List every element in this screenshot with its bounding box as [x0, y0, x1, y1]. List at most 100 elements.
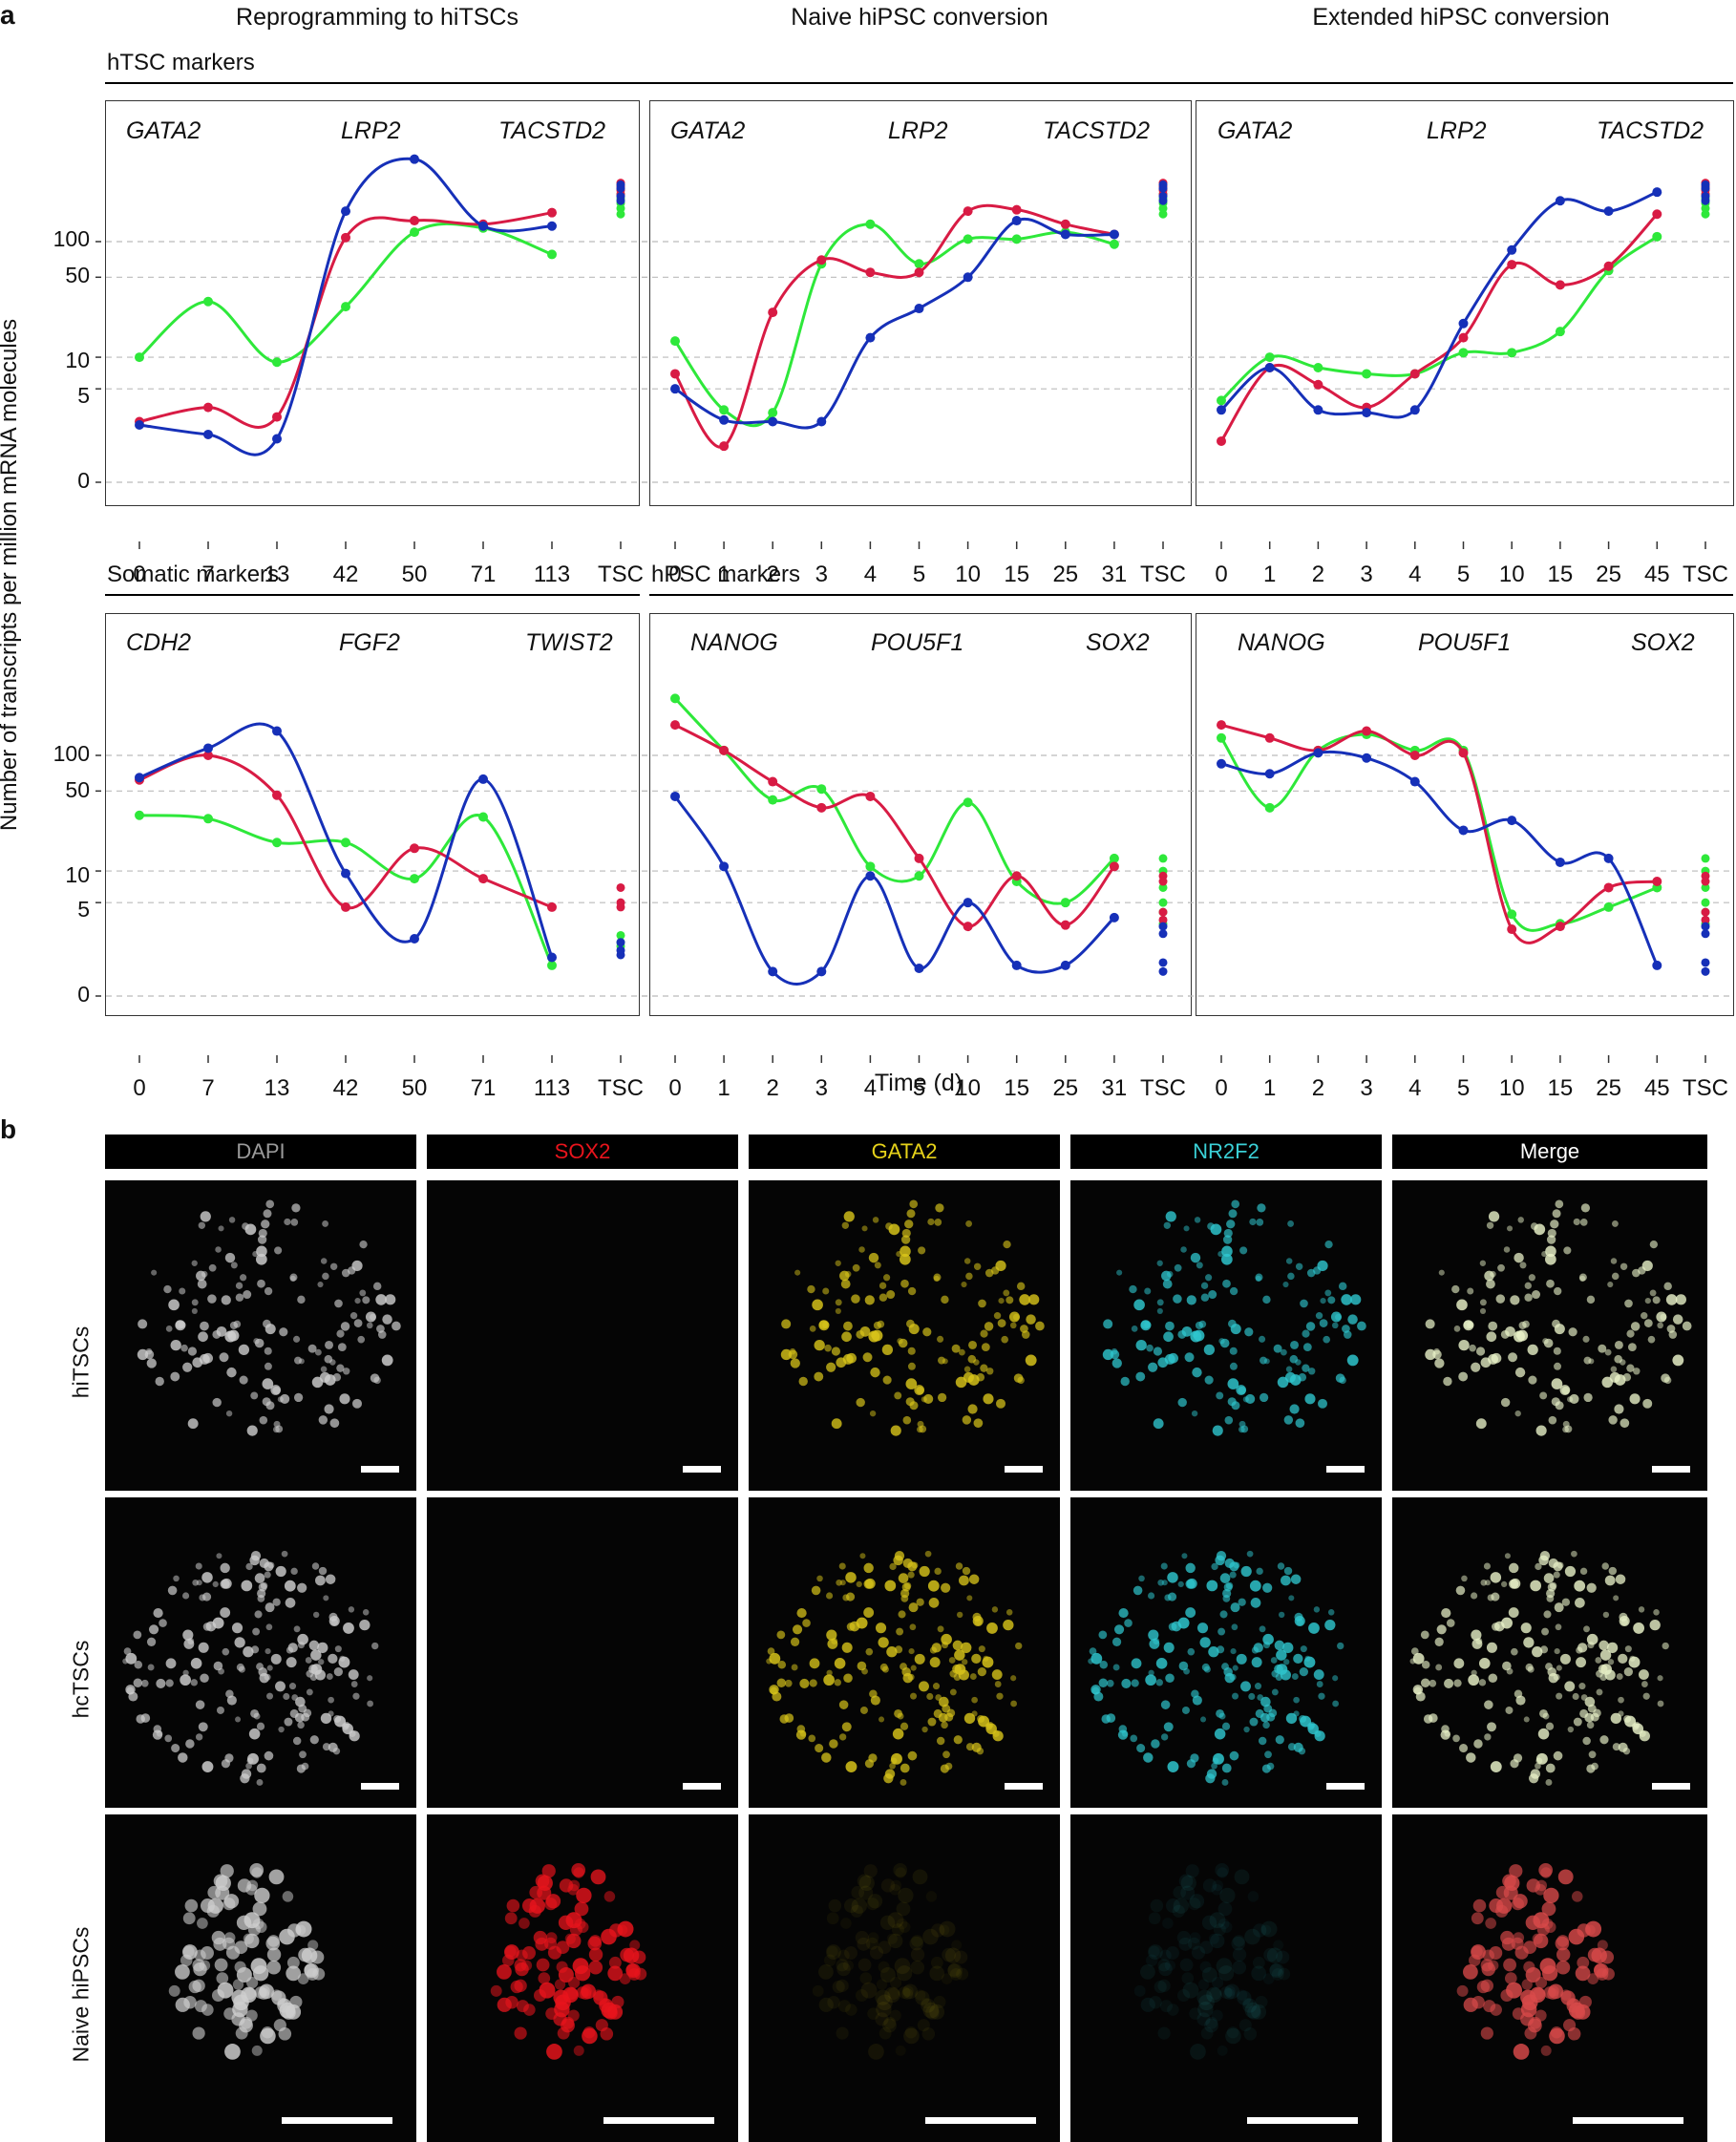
nucleus [832, 1980, 845, 1994]
nucleus [1545, 1722, 1555, 1730]
nucleus [1633, 1721, 1641, 1728]
nucleus [1233, 1561, 1240, 1569]
nucleus [1217, 1965, 1235, 1982]
nucleus [842, 1594, 850, 1601]
nucleus [617, 1920, 634, 1938]
nucleus [529, 1898, 545, 1914]
nucleus [1487, 1722, 1496, 1732]
nucleus [1295, 1418, 1305, 1429]
nucleus [607, 1965, 624, 1982]
nucleus [519, 1918, 530, 1929]
nucleus [1249, 1580, 1261, 1592]
nucleus [1248, 1692, 1256, 1700]
nucleus [1335, 1373, 1345, 1383]
nucleus [1579, 1708, 1589, 1718]
nucleus [1480, 1979, 1494, 1993]
nucleus [1271, 1967, 1284, 1981]
nucleus [1509, 1562, 1519, 1574]
nucleus [254, 1573, 265, 1583]
nucleus [589, 1935, 602, 1947]
micrograph-image [105, 1497, 416, 1808]
nucleus [901, 1582, 911, 1592]
nucleus [1611, 1219, 1619, 1227]
nucleus [883, 1773, 894, 1784]
nucleus [620, 1947, 634, 1962]
nucleus [961, 1281, 967, 1288]
nucleus [567, 1883, 580, 1896]
nucleus [963, 1712, 976, 1725]
nucleus [250, 1551, 262, 1561]
nucleus [1187, 1937, 1201, 1950]
nucleus [1173, 1898, 1189, 1914]
nucleus [879, 1663, 888, 1671]
data-point-lrp2 [1060, 219, 1070, 229]
nucleus [1293, 1653, 1303, 1665]
nucleus [197, 1918, 208, 1929]
nucleus [1642, 1692, 1650, 1700]
x-tick-label: 4 [1408, 562, 1421, 587]
nucleus [1618, 1696, 1624, 1704]
nucleus [992, 1729, 1000, 1738]
nucleus [1410, 1647, 1419, 1655]
nucleus [1271, 1669, 1280, 1678]
nucleus [906, 1319, 915, 1328]
nucleus [1590, 1712, 1599, 1722]
x-tick-label: 25 [1052, 1075, 1078, 1101]
nucleus [1006, 1296, 1014, 1304]
scale-bar [683, 1466, 721, 1473]
nucleus [894, 1551, 905, 1561]
nucleus [1629, 1393, 1641, 1405]
nucleus [608, 1956, 622, 1969]
nucleus [776, 1630, 786, 1640]
data-point-sox2 [1652, 960, 1662, 970]
nucleus [1290, 1340, 1300, 1349]
nucleus [1456, 1984, 1469, 1997]
nucleus [1489, 1946, 1503, 1960]
nucleus [259, 1983, 275, 2000]
nucleus [902, 1558, 913, 1569]
nucleus [971, 1710, 978, 1717]
nucleus [259, 1415, 268, 1425]
nucleus [183, 1639, 195, 1649]
nucleus [1501, 1937, 1515, 1951]
gene-label-lrp2: LRP2 [888, 117, 948, 144]
nucleus [1155, 1679, 1163, 1686]
nucleus [249, 1862, 265, 1877]
nucleus [1260, 1356, 1267, 1365]
nucleus [382, 1314, 392, 1325]
nucleus [588, 1947, 603, 1962]
data-point-cdh2 [203, 814, 213, 824]
nucleus [1595, 1657, 1602, 1664]
nucleus [544, 1898, 558, 1911]
nucleus [349, 1729, 356, 1738]
nucleus [1306, 1268, 1316, 1278]
nucleus [1216, 1551, 1227, 1561]
nucleus [844, 1270, 852, 1278]
nucleus [1244, 2002, 1261, 2019]
nucleus [1619, 1615, 1630, 1627]
nucleus [927, 1580, 940, 1592]
nucleus [881, 1665, 889, 1673]
nucleus [279, 1928, 295, 1945]
nucleus [1227, 1378, 1239, 1389]
nucleus [1212, 1976, 1224, 1989]
nucleus [222, 1647, 230, 1656]
nucleus [896, 1901, 911, 1917]
data-point-fgf2 [478, 874, 488, 884]
nucleus [1563, 2019, 1577, 2032]
nucleus [1535, 1762, 1541, 1770]
nucleus [1607, 1281, 1614, 1288]
micrograph-image [105, 1180, 416, 1491]
x-tick-label: 113 [534, 1075, 570, 1101]
data-point-nanog [816, 784, 827, 795]
nucleus [1260, 1924, 1272, 1936]
nucleus [1163, 1642, 1175, 1653]
nucleus [180, 1954, 193, 1967]
nucleus [1666, 1325, 1676, 1333]
nucleus [878, 1637, 889, 1648]
nucleus [201, 1761, 214, 1772]
nucleus [1665, 1294, 1678, 1305]
data-point-pou5f1 [1264, 732, 1275, 743]
nucleus [781, 1319, 792, 1329]
x-tick-label: 0 [1215, 562, 1227, 587]
